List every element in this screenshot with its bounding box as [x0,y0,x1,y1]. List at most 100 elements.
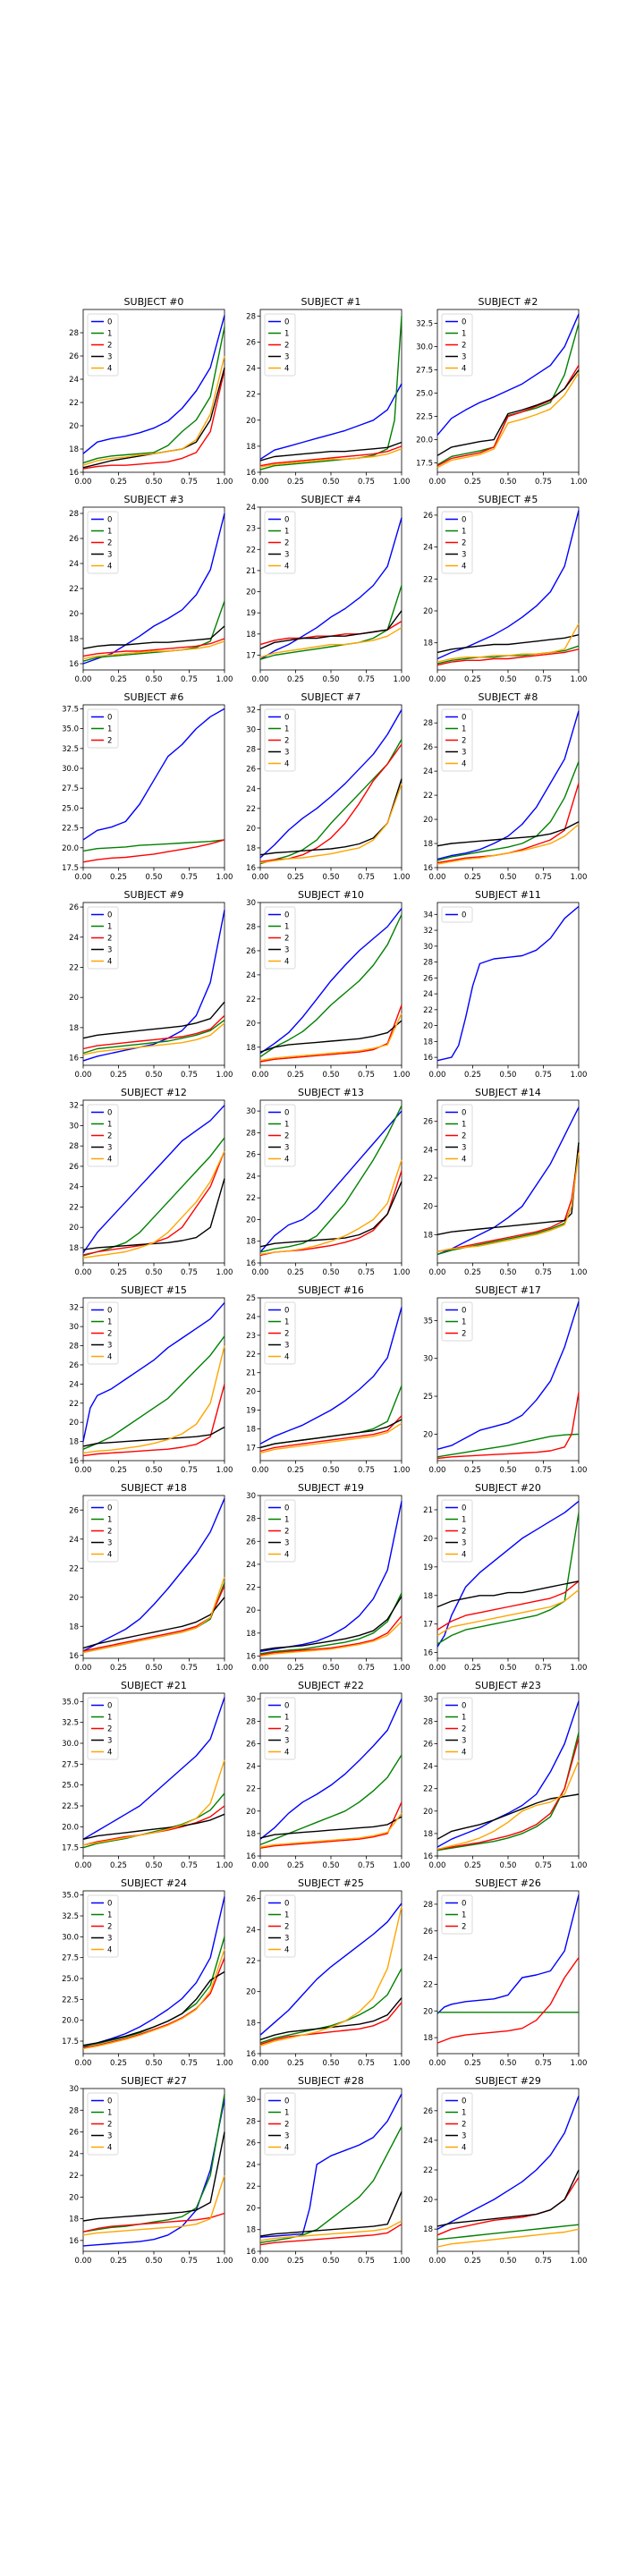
y-tick-label: 35 [423,1317,433,1326]
series-line-3 [82,1970,225,2046]
y-tick-label: 23 [246,1332,256,1341]
x-tick-label: 0.75 [358,873,375,882]
y-tick-label: 22 [423,792,433,801]
x-tick-label: 0.00 [75,1071,92,1080]
series-line-0 [82,315,225,454]
x-tick-label: 0.00 [252,2257,269,2266]
legend-label-3: 3 [107,1539,112,1548]
x-tick-label: 0.25 [287,1071,304,1080]
subplot-title: SUBJECT #29 [475,2075,541,2087]
y-tick-label: 18 [246,2019,256,2028]
legend-label-2: 2 [284,1923,289,1932]
series-line-2 [259,2002,402,2046]
series-line-1 [82,2093,225,2233]
y-tick-label: 24 [246,1763,256,1772]
y-tick-label: 22 [246,1584,256,1593]
subplot: SUBJECT #21 0.00 0.25 0.50 0.75 1.00 17.5 20.0 2… [62,1680,233,1870]
y-tick-label: 24 [423,990,433,999]
x-tick-label: 0.75 [535,2059,552,2068]
x-tick-label: 0.25 [110,1466,127,1475]
y-tick-label: 35.0 [62,725,79,734]
y-tick-label: 24 [423,767,433,776]
y-tick-label: 26 [246,1895,256,1904]
y-tick-label: 30 [69,1323,79,1332]
x-tick-label: 1.00 [216,1268,233,1277]
x-tick-label: 1.00 [571,1664,588,1673]
legend-label-1: 1 [107,923,112,932]
y-tick-label: 25.0 [62,1975,79,1984]
y-tick-label: 21 [246,1369,256,1378]
series-line-3 [82,2131,225,2222]
y-tick-label: 24 [246,971,256,980]
legend-label-0: 0 [284,516,289,525]
y-tick-label: 32 [69,1304,79,1313]
series-line-3 [82,1001,225,1039]
x-tick-label: 0.75 [535,2257,552,2266]
subplot: SUBJECT #130.00 0.25 0.50 0.75 1.00161820222… [246,1087,410,1277]
legend-label-1: 1 [462,1714,466,1723]
subplot: SUBJECT #70.00 0.25 0.50 0.75 1.001618202224… [246,691,410,882]
x-tick-label: 0.50 [500,478,517,487]
x-tick-label: 1.00 [394,1664,411,1673]
y-tick-label: 18 [423,640,433,648]
subplot: SUBJECT #180.00 0.25 0.50 0.75 1.00161820222… [69,1482,233,1673]
y-tick-label: 16 [423,864,433,873]
subplot: SUBJECT #190.00 0.25 0.50 0.75 1.00161820222… [246,1482,410,1673]
y-tick-label: 30 [246,2096,256,2105]
y-tick-label: 28 [246,1717,256,1726]
y-tick-label: 16 [246,1852,256,1861]
y-tick-label: 20 [423,1430,433,1439]
x-tick-label: 0.75 [181,1466,198,1475]
y-tick-label: 18 [69,445,79,454]
y-tick-label: 22 [423,1785,433,1794]
series-line-1 [259,1968,402,2044]
y-tick-label: 30 [246,899,256,908]
legend-label-3: 3 [107,1144,112,1153]
y-tick-label: 17 [246,1444,256,1453]
y-tick-label: 18 [69,2216,79,2224]
y-tick-label: 26 [69,352,79,361]
y-tick-label: 24 [69,1380,79,1389]
y-tick-label: 27.5 [62,784,79,793]
y-tick-label: 22 [423,1174,433,1183]
x-tick-label: 0.25 [287,478,304,487]
y-tick-label: 24 [246,785,256,794]
subplot-title: SUBJECT #11 [475,889,541,901]
legend-label-4: 4 [462,760,466,769]
series-line-0 [82,1105,225,1253]
x-tick-label: 1.00 [571,1071,588,1080]
subplot: SUBJECT #230.00 0.25 0.50 0.75 1.00161820222… [423,1680,587,1870]
subplot-title: SUBJECT #12 [121,1087,187,1098]
x-tick-label: 1.00 [394,873,411,882]
y-tick-label: 20 [423,1203,433,1212]
series-line-0 [436,1106,580,1256]
series-line-3 [82,625,225,649]
x-tick-label: 0.25 [464,2257,481,2266]
legend-label-2: 2 [107,1923,112,1932]
x-tick-label: 0.25 [110,675,127,684]
y-tick-label: 24 [423,2137,433,2146]
series-line-0 [82,708,225,841]
y-tick-label: 20 [246,1808,256,1817]
y-tick-label: 18 [69,1024,79,1033]
series-line-1 [82,1792,225,1849]
series-line-2 [436,1392,580,1460]
legend-label-2: 2 [462,342,466,351]
legend-label-3: 3 [462,749,466,758]
x-tick-label: 0.25 [110,1071,127,1080]
series-line-4 [259,1159,402,1255]
x-tick-label: 0.75 [181,1664,198,1673]
x-tick-label: 0.75 [535,1071,552,1080]
series-line-4 [259,448,402,468]
y-tick-label: 22 [69,1203,79,1212]
y-tick-label: 30.0 [62,1933,79,1942]
y-tick-label: 18 [423,1830,433,1839]
y-tick-label: 30 [423,1695,433,1704]
series-line-1 [82,600,225,662]
x-tick-label: 0.75 [181,1268,198,1277]
series-line-2 [436,1580,580,1631]
series-line-4 [436,2228,580,2248]
series-line-0 [436,1301,580,1450]
legend-label-1: 1 [284,1516,289,1525]
x-tick-label: 0.00 [429,1466,446,1475]
